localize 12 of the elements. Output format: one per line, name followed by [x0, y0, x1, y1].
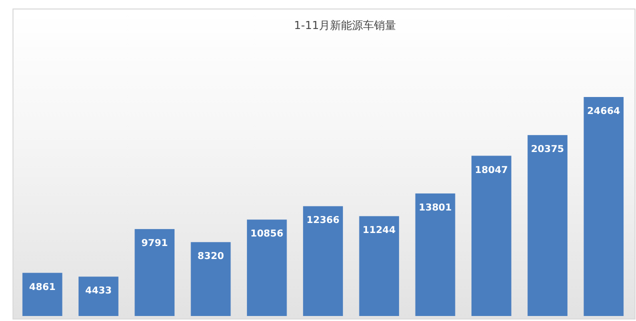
chart-title: 1-11月新能源车销量 [294, 19, 396, 32]
data-label: 20375 [530, 144, 564, 156]
data-label: 8320 [198, 251, 224, 262]
data-label: 4861 [29, 282, 56, 293]
data-label: 11244 [362, 225, 396, 236]
data-label: 13801 [418, 202, 452, 214]
data-label: 4433 [85, 286, 112, 297]
data-label: 10856 [250, 228, 284, 240]
data-label: 24664 [587, 106, 621, 117]
data-label: 12366 [306, 215, 340, 226]
data-label: 18047 [474, 164, 508, 176]
data-label: 9791 [141, 238, 168, 250]
